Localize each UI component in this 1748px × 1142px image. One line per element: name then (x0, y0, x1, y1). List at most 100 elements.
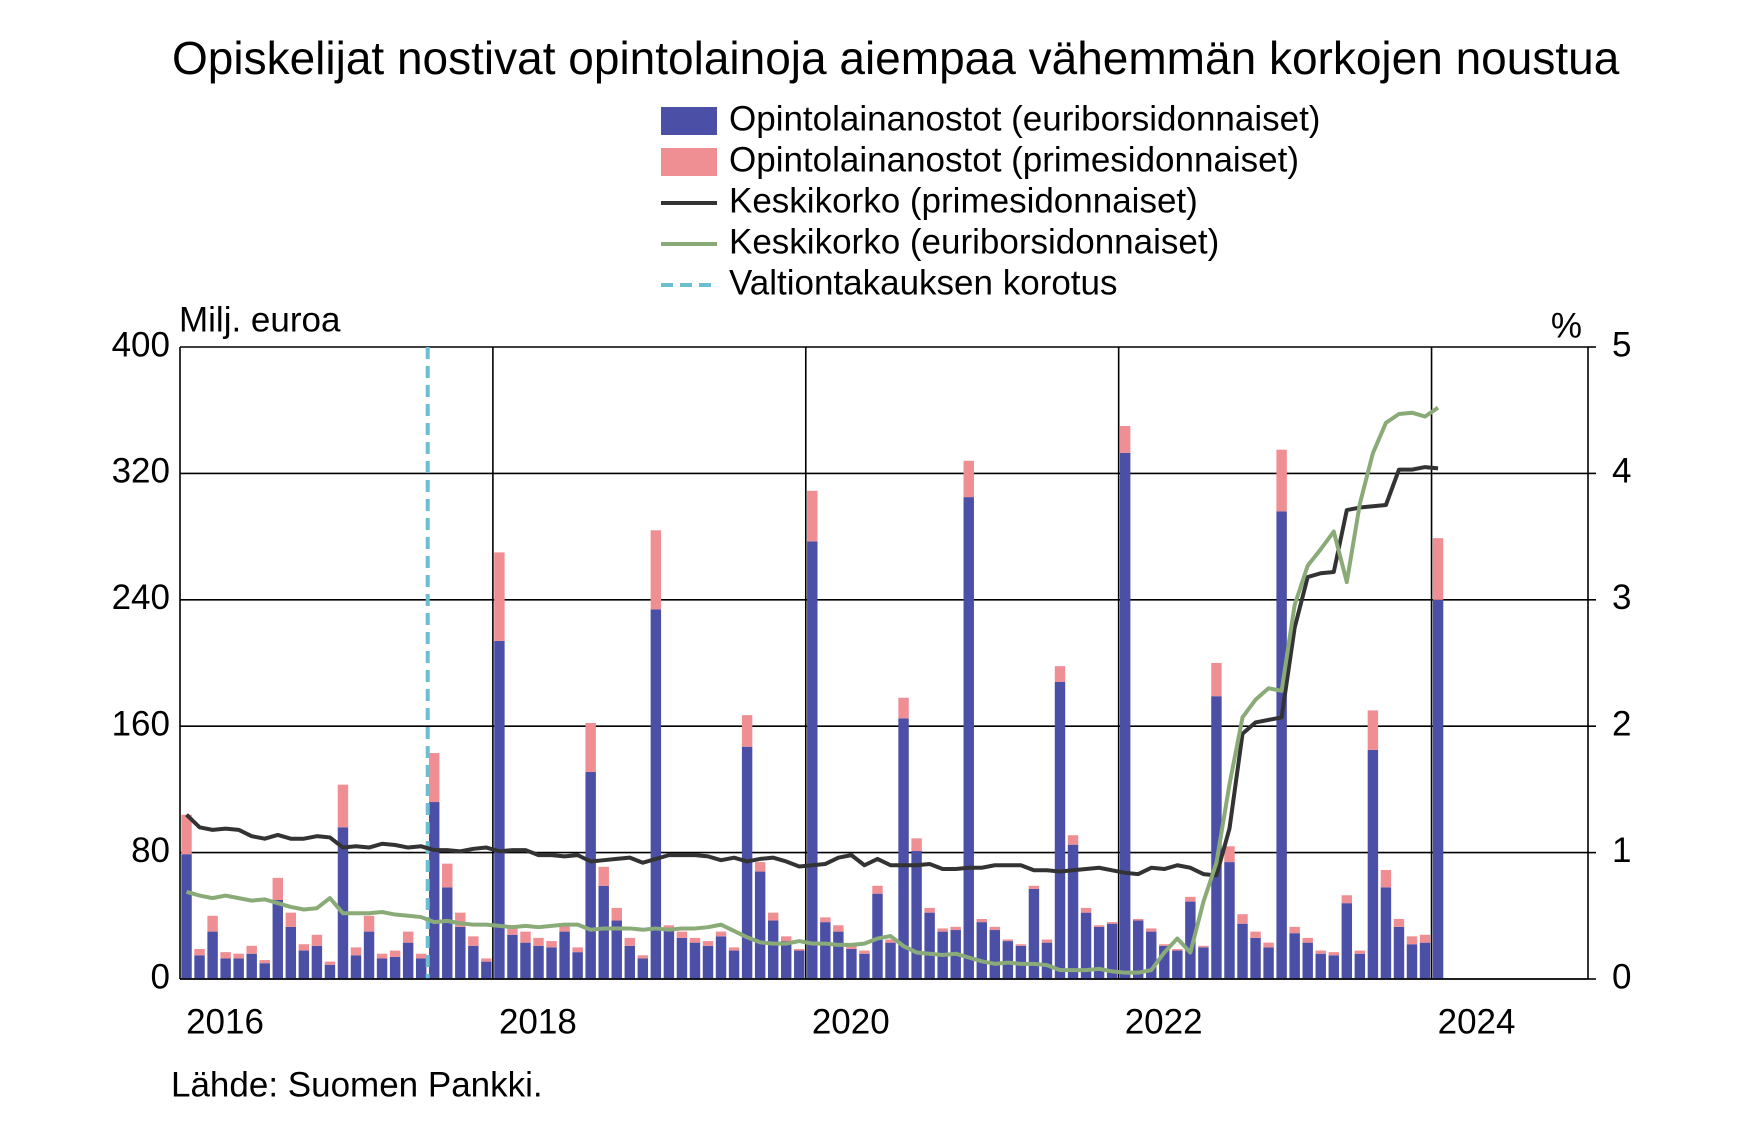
bar (598, 885, 609, 979)
bar (220, 952, 231, 959)
y2-tick-label: 1 (1612, 831, 1631, 870)
bar (598, 866, 609, 886)
y2-tick-label: 4 (1612, 452, 1631, 491)
bar (846, 948, 857, 979)
bar (285, 912, 297, 927)
bar (1185, 901, 1196, 979)
bar (1237, 923, 1248, 979)
legend-label: Keskikorko (primesidonnaiset) (729, 181, 1198, 220)
y2-tick-label: 3 (1612, 578, 1631, 617)
bar (976, 918, 987, 923)
bar (624, 937, 635, 946)
bar (181, 814, 192, 855)
bar (1041, 939, 1053, 943)
bar (1354, 950, 1366, 954)
bar (233, 958, 244, 979)
bar (389, 956, 401, 979)
bar (1106, 923, 1118, 979)
bar (1237, 914, 1248, 924)
y2-axis-label: % (1551, 306, 1582, 345)
bar (1289, 926, 1300, 934)
bar (337, 827, 349, 979)
bar (468, 936, 479, 946)
bar (337, 784, 349, 828)
y2-tick-label: 2 (1612, 704, 1631, 743)
bar (363, 931, 375, 979)
bar (1159, 944, 1170, 946)
bar (898, 718, 909, 979)
bar (402, 942, 414, 979)
bar (637, 958, 649, 979)
bar (298, 950, 310, 979)
bar (415, 958, 427, 979)
bar (1328, 952, 1339, 956)
bar (494, 640, 505, 979)
bar (794, 950, 805, 979)
bar (559, 931, 570, 979)
bar (507, 934, 518, 979)
bar (194, 948, 205, 956)
bar (272, 900, 283, 979)
bar (1172, 948, 1183, 951)
bar (246, 953, 257, 979)
bar (311, 945, 323, 979)
bar (350, 947, 362, 956)
bar (1315, 953, 1326, 979)
bar (689, 942, 701, 979)
y-tick-label: 320 (112, 452, 170, 491)
bar (324, 964, 336, 979)
line (185, 406, 1440, 975)
bar (298, 944, 310, 951)
bar (963, 497, 974, 979)
x-tick-label: 2018 (499, 1002, 577, 1041)
bar (1406, 944, 1418, 979)
bar (1367, 710, 1379, 750)
bar (442, 863, 453, 888)
bar (1015, 944, 1027, 946)
bar (937, 928, 948, 932)
bar (311, 934, 323, 946)
bar (533, 937, 544, 946)
bar (1133, 918, 1144, 921)
bar (702, 945, 714, 979)
bar (833, 925, 844, 932)
bar (585, 772, 596, 979)
bar (1211, 696, 1222, 979)
bar (872, 893, 883, 979)
bar (1028, 885, 1040, 889)
bar (1146, 928, 1157, 932)
bar (1002, 939, 1014, 942)
x-tick-label: 2020 (812, 1002, 890, 1041)
bar (963, 460, 974, 498)
legend-swatch (661, 107, 717, 135)
bar (1406, 936, 1418, 945)
bar (624, 945, 635, 979)
bar (1159, 945, 1170, 979)
bar (1354, 953, 1366, 979)
bar (1224, 862, 1235, 979)
bar (1106, 922, 1118, 924)
bar (376, 953, 388, 959)
bar (820, 917, 831, 923)
bar (207, 915, 218, 932)
bar (1276, 511, 1287, 979)
bar (859, 953, 870, 979)
bar (1028, 888, 1040, 979)
bar (194, 955, 205, 979)
bar (650, 609, 662, 979)
bar (715, 936, 727, 979)
bar (1341, 895, 1353, 904)
bar (1119, 452, 1131, 979)
bar (533, 945, 544, 979)
bar (676, 931, 688, 938)
bar (807, 541, 818, 979)
y-tick-label: 160 (112, 704, 170, 743)
bar (1315, 950, 1326, 954)
chart-title: Opiskelijat nostivat opintolainoja aiemp… (172, 32, 1620, 84)
bar (663, 930, 675, 979)
bar (1432, 599, 1444, 979)
bar (1041, 942, 1053, 979)
bar (429, 753, 440, 803)
bar (1328, 955, 1339, 979)
bar (572, 947, 583, 953)
